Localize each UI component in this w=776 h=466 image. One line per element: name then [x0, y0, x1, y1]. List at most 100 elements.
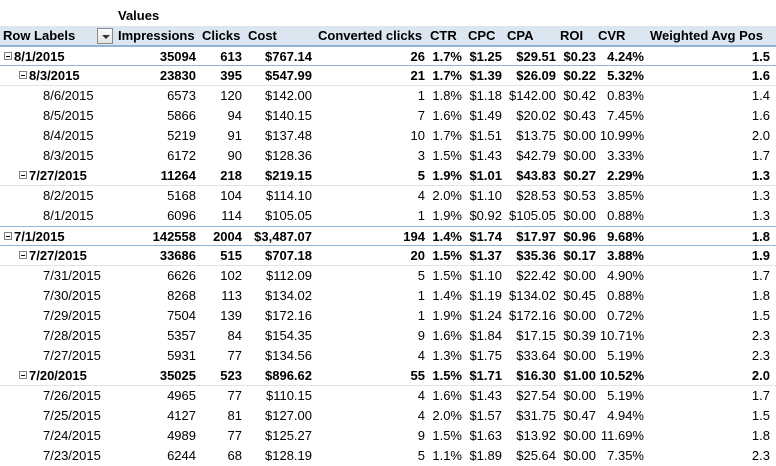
cell-cpc: $1.84: [469, 328, 502, 343]
col-header-weighted-avg-pos[interactable]: Weighted Avg Pos: [650, 28, 763, 43]
cell-roi: $0.42: [563, 88, 596, 103]
cell-cpa: $25.64: [516, 448, 556, 463]
cell-roi: $0.00: [563, 128, 596, 143]
col-header-cpa[interactable]: CPA: [507, 28, 534, 43]
cell-cost: $707.18: [265, 248, 312, 263]
cell-ctr: 1.5%: [432, 248, 462, 263]
cell-cpc: $1.63: [469, 428, 502, 443]
table-row[interactable]: 8/5/2015 5866 94 $140.15 7 1.6% $1.49 $20.02 $0.…: [0, 106, 776, 126]
table-row[interactable]: 7/27/2015 5931 77 $134.56 4 1.3% $1.75 $33.64 $0…: [0, 346, 776, 366]
cell-ctr: 1.9%: [432, 208, 462, 223]
cell-impressions: 33686: [159, 248, 196, 263]
cell-converted-clicks: 4: [417, 408, 425, 423]
cell-ctr: 1.6%: [432, 108, 462, 123]
cell-cpa: $27.54: [516, 388, 556, 403]
cell-clicks: 94: [227, 108, 242, 123]
cell-cost: $114.10: [265, 188, 312, 203]
cell-cost: $142.00: [265, 88, 312, 103]
cell-converted-clicks: 1: [417, 208, 425, 223]
col-header-roi[interactable]: ROI: [560, 28, 584, 43]
table-row[interactable]: 8/2/2015 5168 104 $114.10 4 2.0% $1.10 $28.53 $0…: [0, 186, 776, 206]
cell-weighted-avg-pos: 1.8: [751, 229, 770, 244]
cell-cpc: $1.74: [469, 229, 502, 244]
row-label: 8/6/2015: [43, 88, 94, 103]
row-label: 7/25/2015: [43, 408, 101, 423]
cell-cpa: $43.83: [516, 168, 556, 183]
table-row[interactable]: 7/24/2015 4989 77 $125.27 9 1.5% $1.63 $13.92 $0…: [0, 426, 776, 446]
cell-cost: $767.14: [265, 49, 312, 64]
row-label: 7/27/2015: [29, 168, 87, 183]
cell-cost: $3,487.07: [254, 229, 312, 244]
cell-cvr: 0.72%: [607, 308, 644, 323]
cell-converted-clicks: 1: [417, 88, 425, 103]
col-header-impressions[interactable]: Impressions: [118, 28, 195, 43]
collapse-toggle-icon[interactable]: [19, 251, 27, 259]
cell-roi: $0.22: [563, 68, 596, 83]
cell-cvr: 0.88%: [607, 208, 644, 223]
row-label: 7/30/2015: [43, 288, 101, 303]
cell-clicks: 102: [220, 268, 242, 283]
cell-weighted-avg-pos: 1.3: [751, 168, 770, 183]
cell-cpa: $35.36: [516, 248, 556, 263]
table-row[interactable]: 7/20/2015 35025 523 $896.62 55 1.5% $1.71 $16.3…: [0, 366, 776, 386]
table-row[interactable]: 8/1/2015 35094 613 $767.14 26 1.7% $1.25 $29.51…: [0, 46, 776, 66]
cell-cpa: $20.02: [516, 108, 556, 123]
table-row[interactable]: 7/23/2015 6244 68 $128.19 5 1.1% $1.89 $25.64 $0…: [0, 446, 776, 466]
table-row[interactable]: 7/30/2015 8268 113 $134.02 1 1.4% $1.19 $134.02…: [0, 286, 776, 306]
cell-roi: $0.39: [563, 328, 596, 343]
collapse-toggle-icon[interactable]: [19, 71, 27, 79]
row-label: 7/27/2015: [29, 248, 87, 263]
cell-roi: $0.23: [563, 49, 596, 64]
row-label: 7/27/2015: [43, 348, 101, 363]
row-labels-header[interactable]: Row Labels: [3, 28, 76, 43]
table-row[interactable]: 7/28/2015 5357 84 $154.35 9 1.6% $1.84 $17.15 $0…: [0, 326, 776, 346]
table-row[interactable]: 8/3/2015 6172 90 $128.36 3 1.5% $1.43 $42.79 $0.…: [0, 146, 776, 166]
table-row[interactable]: 7/26/2015 4965 77 $110.15 4 1.6% $1.43 $27.54 $0…: [0, 386, 776, 406]
collapse-toggle-icon[interactable]: [4, 52, 12, 60]
cell-roi: $0.00: [563, 388, 596, 403]
cell-cost: $547.99: [265, 68, 312, 83]
cell-roi: $0.96: [563, 229, 596, 244]
table-row[interactable]: 7/27/2015 11264 218 $219.15 5 1.9% $1.01 $43.83…: [0, 166, 776, 186]
cell-weighted-avg-pos: 1.5: [751, 308, 770, 323]
cell-roi: $0.43: [563, 108, 596, 123]
table-row[interactable]: 7/27/2015 33686 515 $707.18 20 1.5% $1.37 $35.3…: [0, 246, 776, 266]
col-header-cpc[interactable]: CPC: [468, 28, 496, 43]
cell-ctr: 1.5%: [432, 268, 462, 283]
cell-converted-clicks: 9: [417, 428, 425, 443]
table-row[interactable]: 7/29/2015 7504 139 $172.16 1 1.9% $1.24 $172.16…: [0, 306, 776, 326]
table-row[interactable]: 8/1/2015 6096 114 $105.05 1 1.9% $0.92 $105.05 $…: [0, 206, 776, 226]
table-row[interactable]: 7/1/2015 142558 2004 $3,487.07 194 1.4% $1.74 $…: [0, 226, 776, 246]
cell-weighted-avg-pos: 2.0: [751, 128, 770, 143]
table-row[interactable]: 8/6/2015 6573 120 $142.00 1 1.8% $1.18 $142.00 $…: [0, 86, 776, 106]
cell-converted-clicks: 4: [417, 348, 425, 363]
table-row[interactable]: 8/4/2015 5219 91 $137.48 10 1.7% $1.51 $13.75 $0…: [0, 126, 776, 146]
cell-converted-clicks: 5: [417, 448, 425, 463]
cell-cpa: $142.00: [509, 88, 556, 103]
cell-weighted-avg-pos: 1.3: [751, 188, 770, 203]
cell-weighted-avg-pos: 1.5: [751, 49, 770, 64]
row-label: 7/26/2015: [43, 388, 101, 403]
collapse-toggle-icon[interactable]: [4, 232, 12, 240]
cell-converted-clicks: 4: [417, 188, 425, 203]
table-row[interactable]: 7/25/2015 4127 81 $127.00 4 2.0% $1.57 $31.75 $0…: [0, 406, 776, 426]
collapse-toggle-icon[interactable]: [19, 371, 27, 379]
col-header-ctr[interactable]: CTR: [430, 28, 457, 43]
col-header-converted-clicks[interactable]: Converted clicks: [318, 28, 423, 43]
row-label: 8/5/2015: [43, 108, 94, 123]
table-row[interactable]: 7/31/2015 6626 102 $112.09 5 1.5% $1.10 $22.42 $…: [0, 266, 776, 286]
cell-impressions: 6096: [167, 208, 196, 223]
cell-converted-clicks: 1: [417, 308, 425, 323]
col-header-cost[interactable]: Cost: [248, 28, 277, 43]
cell-cvr: 4.94%: [607, 408, 644, 423]
collapse-toggle-icon[interactable]: [19, 171, 27, 179]
cell-cvr: 5.19%: [607, 388, 644, 403]
table-row[interactable]: 8/3/2015 23830 395 $547.99 21 1.7% $1.39 $26.09…: [0, 66, 776, 86]
filter-dropdown-icon[interactable]: [97, 28, 113, 44]
cell-cpc: $1.37: [469, 248, 502, 263]
col-header-cvr[interactable]: CVR: [598, 28, 626, 43]
cell-clicks: 68: [227, 448, 242, 463]
cell-ctr: 2.0%: [432, 408, 462, 423]
cell-impressions: 142558: [152, 229, 196, 244]
col-header-clicks[interactable]: Clicks: [202, 28, 241, 43]
